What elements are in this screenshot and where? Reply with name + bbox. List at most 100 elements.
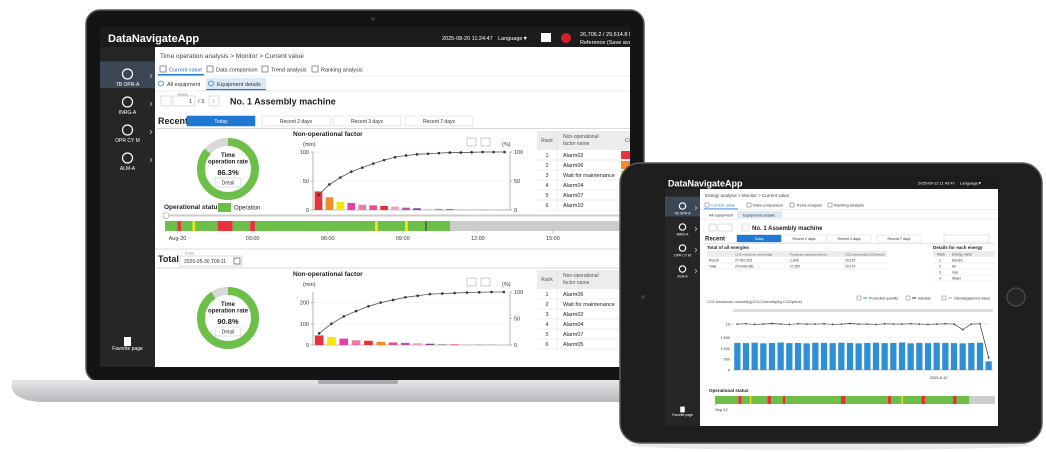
- nav-icon[interactable]: [678, 202, 687, 210]
- cumulative-point: [404, 296, 407, 299]
- cumulative-point: [459, 151, 463, 154]
- slider-knob[interactable]: [162, 212, 170, 219]
- period-button[interactable]: [876, 234, 922, 243]
- date-box[interactable]: [943, 234, 990, 243]
- calendar-icon: [233, 257, 241, 265]
- tab-icon: [206, 65, 214, 73]
- cumulative-point: [437, 151, 441, 155]
- nav-item[interactable]: OPR CY M: [115, 138, 140, 144]
- bar: [855, 343, 862, 370]
- tab[interactable]: Ranking analysis: [321, 68, 363, 74]
- bar: [829, 343, 836, 370]
- tab[interactable]: Data comparison: [753, 203, 783, 208]
- period-label[interactable]: Recent 2 days: [793, 237, 816, 241]
- tab[interactable]: Trend analysis: [796, 203, 822, 208]
- legend-checkbox[interactable]: [941, 295, 947, 301]
- period-button[interactable]: [332, 115, 402, 127]
- table-header-label: Rank: [541, 138, 553, 144]
- date-box[interactable]: [179, 255, 243, 267]
- period-button[interactable]: [736, 234, 782, 243]
- cumulative-point: [453, 291, 456, 295]
- table-header-label: Rank: [541, 277, 553, 283]
- bar: [777, 342, 784, 370]
- table-cell: 1: [939, 259, 941, 263]
- subtab[interactable]: Equipment details: [217, 82, 261, 88]
- language[interactable]: Language▼: [960, 181, 982, 186]
- favorite-page[interactable]: Favorite page: [112, 346, 143, 352]
- period-label[interactable]: Today: [214, 119, 228, 125]
- nav-item[interactable]: ALM-A: [677, 275, 688, 279]
- nav-icon[interactable]: [121, 96, 134, 108]
- rank: 1: [545, 292, 548, 298]
- period-button[interactable]: [826, 234, 872, 243]
- cumulative-point: [465, 291, 469, 294]
- nav-item[interactable]: ALM-A: [120, 166, 136, 172]
- chart-tool[interactable]: [466, 277, 477, 287]
- nav-item[interactable]: INRG-A: [119, 110, 137, 116]
- chart-tool[interactable]: [480, 277, 491, 287]
- legend-checkbox[interactable]: [856, 295, 862, 301]
- tab[interactable]: Ranking analysis: [834, 203, 864, 208]
- tab[interactable]: Current value: [169, 68, 202, 74]
- table-cell: Gas: [952, 271, 959, 275]
- tab[interactable]: Trend analysis: [271, 68, 307, 74]
- detail-button[interactable]: [214, 326, 242, 337]
- pager-input[interactable]: [172, 95, 196, 107]
- y-tick-label: 1,000: [720, 347, 730, 351]
- breadcrumb: Time operation analysis > Monitor > Curr…: [160, 53, 304, 60]
- detail-button[interactable]: [214, 177, 242, 188]
- favorite-page[interactable]: Favorite page: [672, 413, 693, 417]
- chart-tool[interactable]: [466, 137, 477, 147]
- nav-icon[interactable]: [678, 244, 687, 252]
- cumulative-point: [379, 301, 383, 304]
- status-label: Operational status: [164, 204, 221, 211]
- period-button[interactable]: [781, 234, 827, 243]
- rank: 6: [545, 342, 548, 348]
- period-label[interactable]: Recent 3 days: [351, 119, 383, 125]
- period-label[interactable]: Today: [754, 237, 764, 241]
- period-button[interactable]: [186, 115, 256, 127]
- nav-item[interactable]: INRG-A: [677, 233, 690, 237]
- tablet-home-button[interactable]: [1006, 287, 1026, 307]
- nav-item[interactable]: TB OPR-A: [674, 212, 691, 216]
- rank: 4: [545, 183, 548, 189]
- pager-prev[interactable]: [160, 95, 172, 107]
- legend-checkbox[interactable]: [905, 295, 911, 301]
- alert-icon[interactable]: [561, 33, 571, 43]
- period-label[interactable]: Recent 3 days: [838, 237, 861, 241]
- favorite-icon[interactable]: [680, 406, 685, 413]
- legend-label: Intensity: [918, 297, 931, 301]
- nav-item[interactable]: OPR CY M: [674, 254, 691, 258]
- datetime: 2025-08-20 11:24:47: [442, 36, 493, 42]
- language[interactable]: Language▼: [498, 36, 528, 42]
- period-button[interactable]: [261, 115, 331, 127]
- nav-icon[interactable]: [678, 223, 687, 231]
- tab-icon: [704, 202, 710, 208]
- rate-label: operation rate: [208, 309, 249, 315]
- period-label[interactable]: Recent 2 days: [280, 119, 312, 125]
- nav-icon[interactable]: [121, 152, 134, 164]
- period-button[interactable]: [404, 115, 474, 127]
- nav-icon[interactable]: [678, 265, 687, 273]
- period-label[interactable]: Recent 7 days: [423, 119, 455, 125]
- bar: [872, 342, 880, 370]
- nav-icon[interactable]: [121, 124, 134, 136]
- nav-item[interactable]: TB OPR-A: [116, 82, 140, 88]
- pager-input[interactable]: [717, 223, 733, 232]
- x-axis-label: 2025-8-12: [930, 376, 947, 380]
- nav-icon[interactable]: [121, 68, 134, 80]
- manual-icon[interactable]: [541, 33, 551, 42]
- tab[interactable]: Data comparison: [216, 68, 258, 74]
- chart-tool[interactable]: [480, 137, 491, 147]
- period-label[interactable]: Recent 7 days: [888, 237, 911, 241]
- pager-next[interactable]: [741, 223, 750, 232]
- y-tick-label: 0: [728, 369, 730, 373]
- subtab[interactable]: All equipment: [709, 213, 734, 218]
- pager-label: Basic: [178, 92, 188, 97]
- tab[interactable]: Current value: [711, 203, 736, 208]
- subtab[interactable]: Equipment details: [743, 213, 775, 218]
- subtab[interactable]: All equipment: [167, 82, 201, 88]
- favorite-icon[interactable]: [124, 337, 131, 346]
- pager-prev[interactable]: [708, 223, 717, 232]
- table-header: [537, 131, 630, 150]
